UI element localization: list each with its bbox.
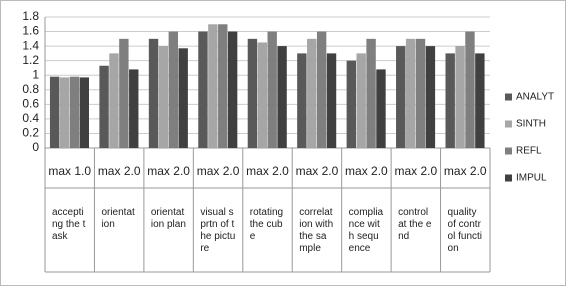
max-label: max 2.0 bbox=[197, 164, 240, 178]
bar bbox=[69, 76, 80, 148]
bar bbox=[99, 65, 109, 148]
bar bbox=[297, 53, 307, 149]
bar bbox=[257, 42, 267, 148]
max-label: max 2.0 bbox=[296, 164, 339, 178]
legend-label: ANALYT bbox=[516, 92, 554, 103]
legend-label: IMPUL bbox=[516, 173, 547, 184]
bar bbox=[59, 77, 70, 148]
bar bbox=[376, 69, 386, 148]
bar bbox=[465, 31, 475, 148]
legend-swatch bbox=[505, 93, 512, 101]
bar bbox=[49, 76, 60, 148]
y-tick-label: 1.2 bbox=[22, 53, 39, 67]
category-label: quality of control function bbox=[447, 207, 483, 254]
bar bbox=[227, 31, 238, 148]
bar bbox=[168, 31, 178, 148]
bar bbox=[405, 38, 416, 149]
bar bbox=[307, 38, 317, 149]
bar bbox=[346, 60, 356, 148]
legend-label: REFL bbox=[516, 146, 542, 157]
bar bbox=[316, 31, 327, 148]
y-tick-label: 1.4 bbox=[22, 38, 39, 52]
bar bbox=[396, 46, 406, 148]
max-label: max 2.0 bbox=[444, 164, 487, 178]
legend-swatch bbox=[505, 147, 512, 155]
bar bbox=[415, 38, 426, 149]
y-tick-label: 0.2 bbox=[22, 126, 39, 140]
category-label: orientation plan bbox=[150, 207, 186, 230]
bar bbox=[445, 53, 455, 149]
bar bbox=[356, 53, 366, 149]
bar bbox=[198, 31, 208, 148]
category-label: accepting the task bbox=[52, 207, 86, 242]
max-label: max 2.0 bbox=[345, 164, 388, 178]
category-label: compliance with sequence bbox=[348, 207, 384, 254]
bar bbox=[208, 24, 218, 148]
y-tick-label: 0.8 bbox=[22, 82, 39, 96]
bar bbox=[218, 24, 228, 148]
bar bbox=[366, 38, 376, 149]
y-tick-label: 1 bbox=[32, 67, 39, 81]
y-tick-label: 1.8 bbox=[22, 9, 39, 23]
bar bbox=[425, 46, 436, 148]
bar bbox=[267, 31, 277, 148]
bar bbox=[178, 48, 188, 148]
category-label: visual sprtn of the picture bbox=[200, 207, 236, 254]
bar bbox=[247, 38, 258, 149]
bar bbox=[158, 46, 169, 148]
bar bbox=[79, 77, 89, 148]
max-label: max 2.0 bbox=[98, 164, 141, 178]
bar bbox=[109, 53, 119, 149]
legend-label: SINTH bbox=[516, 119, 546, 130]
bar bbox=[129, 69, 139, 148]
category-label: rotating the cube bbox=[249, 207, 284, 242]
category-label: control at the end bbox=[398, 207, 432, 242]
bar bbox=[455, 46, 465, 148]
max-label: max 2.0 bbox=[246, 164, 289, 178]
y-tick-label: 1.6 bbox=[22, 24, 39, 38]
max-label: max 1.0 bbox=[48, 164, 91, 178]
legend-swatch bbox=[505, 174, 512, 182]
max-label: max 2.0 bbox=[147, 164, 190, 178]
bar bbox=[475, 53, 485, 149]
bar bbox=[119, 38, 129, 149]
y-tick-label: 0.6 bbox=[22, 97, 39, 111]
category-label: orientation bbox=[101, 207, 135, 230]
bar bbox=[277, 46, 287, 148]
y-tick-label: 0 bbox=[32, 140, 39, 154]
bar bbox=[326, 53, 337, 149]
bar bbox=[148, 38, 159, 149]
y-tick-label: 0.4 bbox=[22, 111, 39, 125]
max-label: max 2.0 bbox=[394, 164, 437, 178]
legend-swatch bbox=[505, 120, 512, 128]
category-label: correlation with the sample bbox=[299, 207, 334, 254]
